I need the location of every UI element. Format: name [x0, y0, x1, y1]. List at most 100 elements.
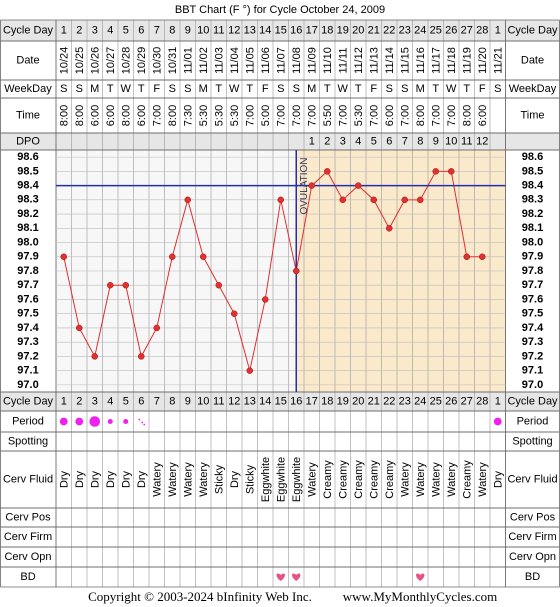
temperature-point — [432, 168, 439, 175]
period-dot — [141, 421, 144, 424]
time: 8:00 — [59, 105, 71, 126]
time: 7:00 — [400, 105, 412, 126]
row-label: Time — [16, 109, 40, 121]
time: 7:00 — [369, 105, 381, 126]
cycle-day: 9 — [185, 395, 191, 407]
date: 11/20 — [477, 47, 489, 74]
y-tick-label: 97.0 — [17, 379, 38, 391]
weekday: S — [401, 83, 408, 95]
cerv-fluid: Creamy — [369, 460, 381, 499]
dpo: 7 — [402, 135, 408, 147]
time: 7:00 — [291, 105, 303, 126]
y-tick-label: 98.2 — [17, 208, 38, 220]
date: 10/25 — [74, 47, 86, 75]
cerv-fluid: Creamy — [353, 460, 365, 499]
date: 10/30 — [152, 47, 164, 75]
cycle-day: 17 — [306, 24, 318, 36]
time: 5:50 — [322, 105, 334, 126]
row-label: WeekDay — [509, 83, 557, 95]
date: 10/31 — [167, 47, 179, 75]
period-mark — [59, 417, 68, 426]
y-tick-label: 97.2 — [522, 350, 543, 362]
cycle-day: 14 — [259, 24, 271, 36]
y-tick-label: 98.1 — [17, 222, 38, 234]
date: 11/15 — [400, 47, 412, 74]
row-label: Cycle Day — [507, 395, 558, 407]
weekday: S — [60, 83, 67, 95]
weekday: S — [494, 83, 501, 95]
cycle-day: 10 — [197, 395, 209, 407]
date: 10/26 — [90, 47, 102, 75]
cycle-day: 15 — [275, 24, 287, 36]
date: 11/14 — [384, 47, 396, 74]
date: 11/05 — [245, 47, 257, 74]
cycle-day: 7 — [154, 24, 160, 36]
date: 11/16 — [415, 47, 427, 74]
cerv-fluid: Watery — [307, 462, 319, 497]
y-tick-label: 97.8 — [17, 265, 38, 277]
temperature-point — [91, 353, 98, 360]
row-label: BD — [525, 571, 540, 583]
cerv-fluid: Watery — [167, 462, 179, 497]
temperature-point — [277, 196, 284, 204]
time: 5:30 — [214, 105, 226, 126]
weekday: F — [479, 83, 486, 95]
y-tick-label: 97.3 — [17, 336, 38, 348]
time: 7:00 — [307, 105, 319, 126]
cerv-fluid: Dry — [90, 470, 102, 488]
y-tick-label: 97.2 — [17, 350, 38, 362]
period-mark — [75, 417, 84, 426]
cycle-day: 21 — [368, 24, 380, 36]
bd-heart — [292, 573, 301, 581]
temperature-point — [339, 196, 346, 204]
y-tick-label: 98.2 — [522, 208, 543, 220]
weekday: W — [338, 83, 349, 95]
cycle-day: 7 — [154, 395, 160, 407]
y-tick-label: 98.3 — [522, 194, 543, 206]
time: 8:00 — [415, 105, 427, 126]
time: 7:00 — [276, 105, 288, 126]
y-tick-label: 97.5 — [522, 308, 543, 320]
cycle-day: 8 — [169, 395, 175, 407]
cerv-fluid: Dry — [136, 470, 148, 488]
period-dot — [143, 423, 146, 426]
date: 11/06 — [260, 47, 272, 74]
row-label: Cerv Firm — [4, 531, 52, 543]
cycle-day: 22 — [383, 24, 395, 36]
cycle-day: 12 — [228, 24, 240, 36]
time: 6:00 — [136, 105, 148, 126]
temperature-point — [107, 281, 114, 289]
row-label: Cerv Fluid — [507, 473, 557, 485]
y-tick-label: 97.8 — [522, 265, 543, 277]
cycle-day: 27 — [461, 395, 473, 407]
date: 11/10 — [322, 47, 334, 74]
dpo: 8 — [417, 135, 423, 147]
time: 6:00 — [477, 105, 489, 126]
cycle-day: 19 — [337, 395, 349, 407]
cycle-day: 5 — [123, 24, 129, 36]
row-label: Cerv Pos — [5, 511, 51, 523]
temperature-point — [76, 324, 83, 332]
dpo: 4 — [355, 135, 361, 147]
time: 7:00 — [446, 105, 458, 126]
dpo: 5 — [371, 135, 377, 147]
cycle-day: 6 — [138, 24, 144, 36]
cerv-fluid: Eggwhite — [291, 457, 303, 502]
y-tick-label: 97.1 — [17, 365, 38, 377]
cycle-day: 2 — [76, 24, 82, 36]
cerv-fluid: Sticky — [214, 464, 226, 494]
weekday: W — [446, 83, 457, 95]
period-mark — [123, 419, 129, 424]
dpo: 3 — [340, 135, 346, 147]
date: 11/17 — [431, 47, 443, 74]
y-tick-label: 97.0 — [522, 379, 543, 391]
ovulation-label: OVULATION — [299, 157, 310, 214]
temperature-point — [324, 168, 331, 175]
cycle-day: 10 — [197, 24, 209, 36]
row-label: Cycle Day — [3, 24, 54, 36]
row-label: Cycle Day — [507, 24, 558, 36]
y-tick-label: 98.0 — [17, 236, 38, 248]
y-tick-label: 97.4 — [17, 322, 39, 334]
weekday: F — [262, 83, 269, 95]
cerv-fluid: Watery — [431, 462, 443, 497]
